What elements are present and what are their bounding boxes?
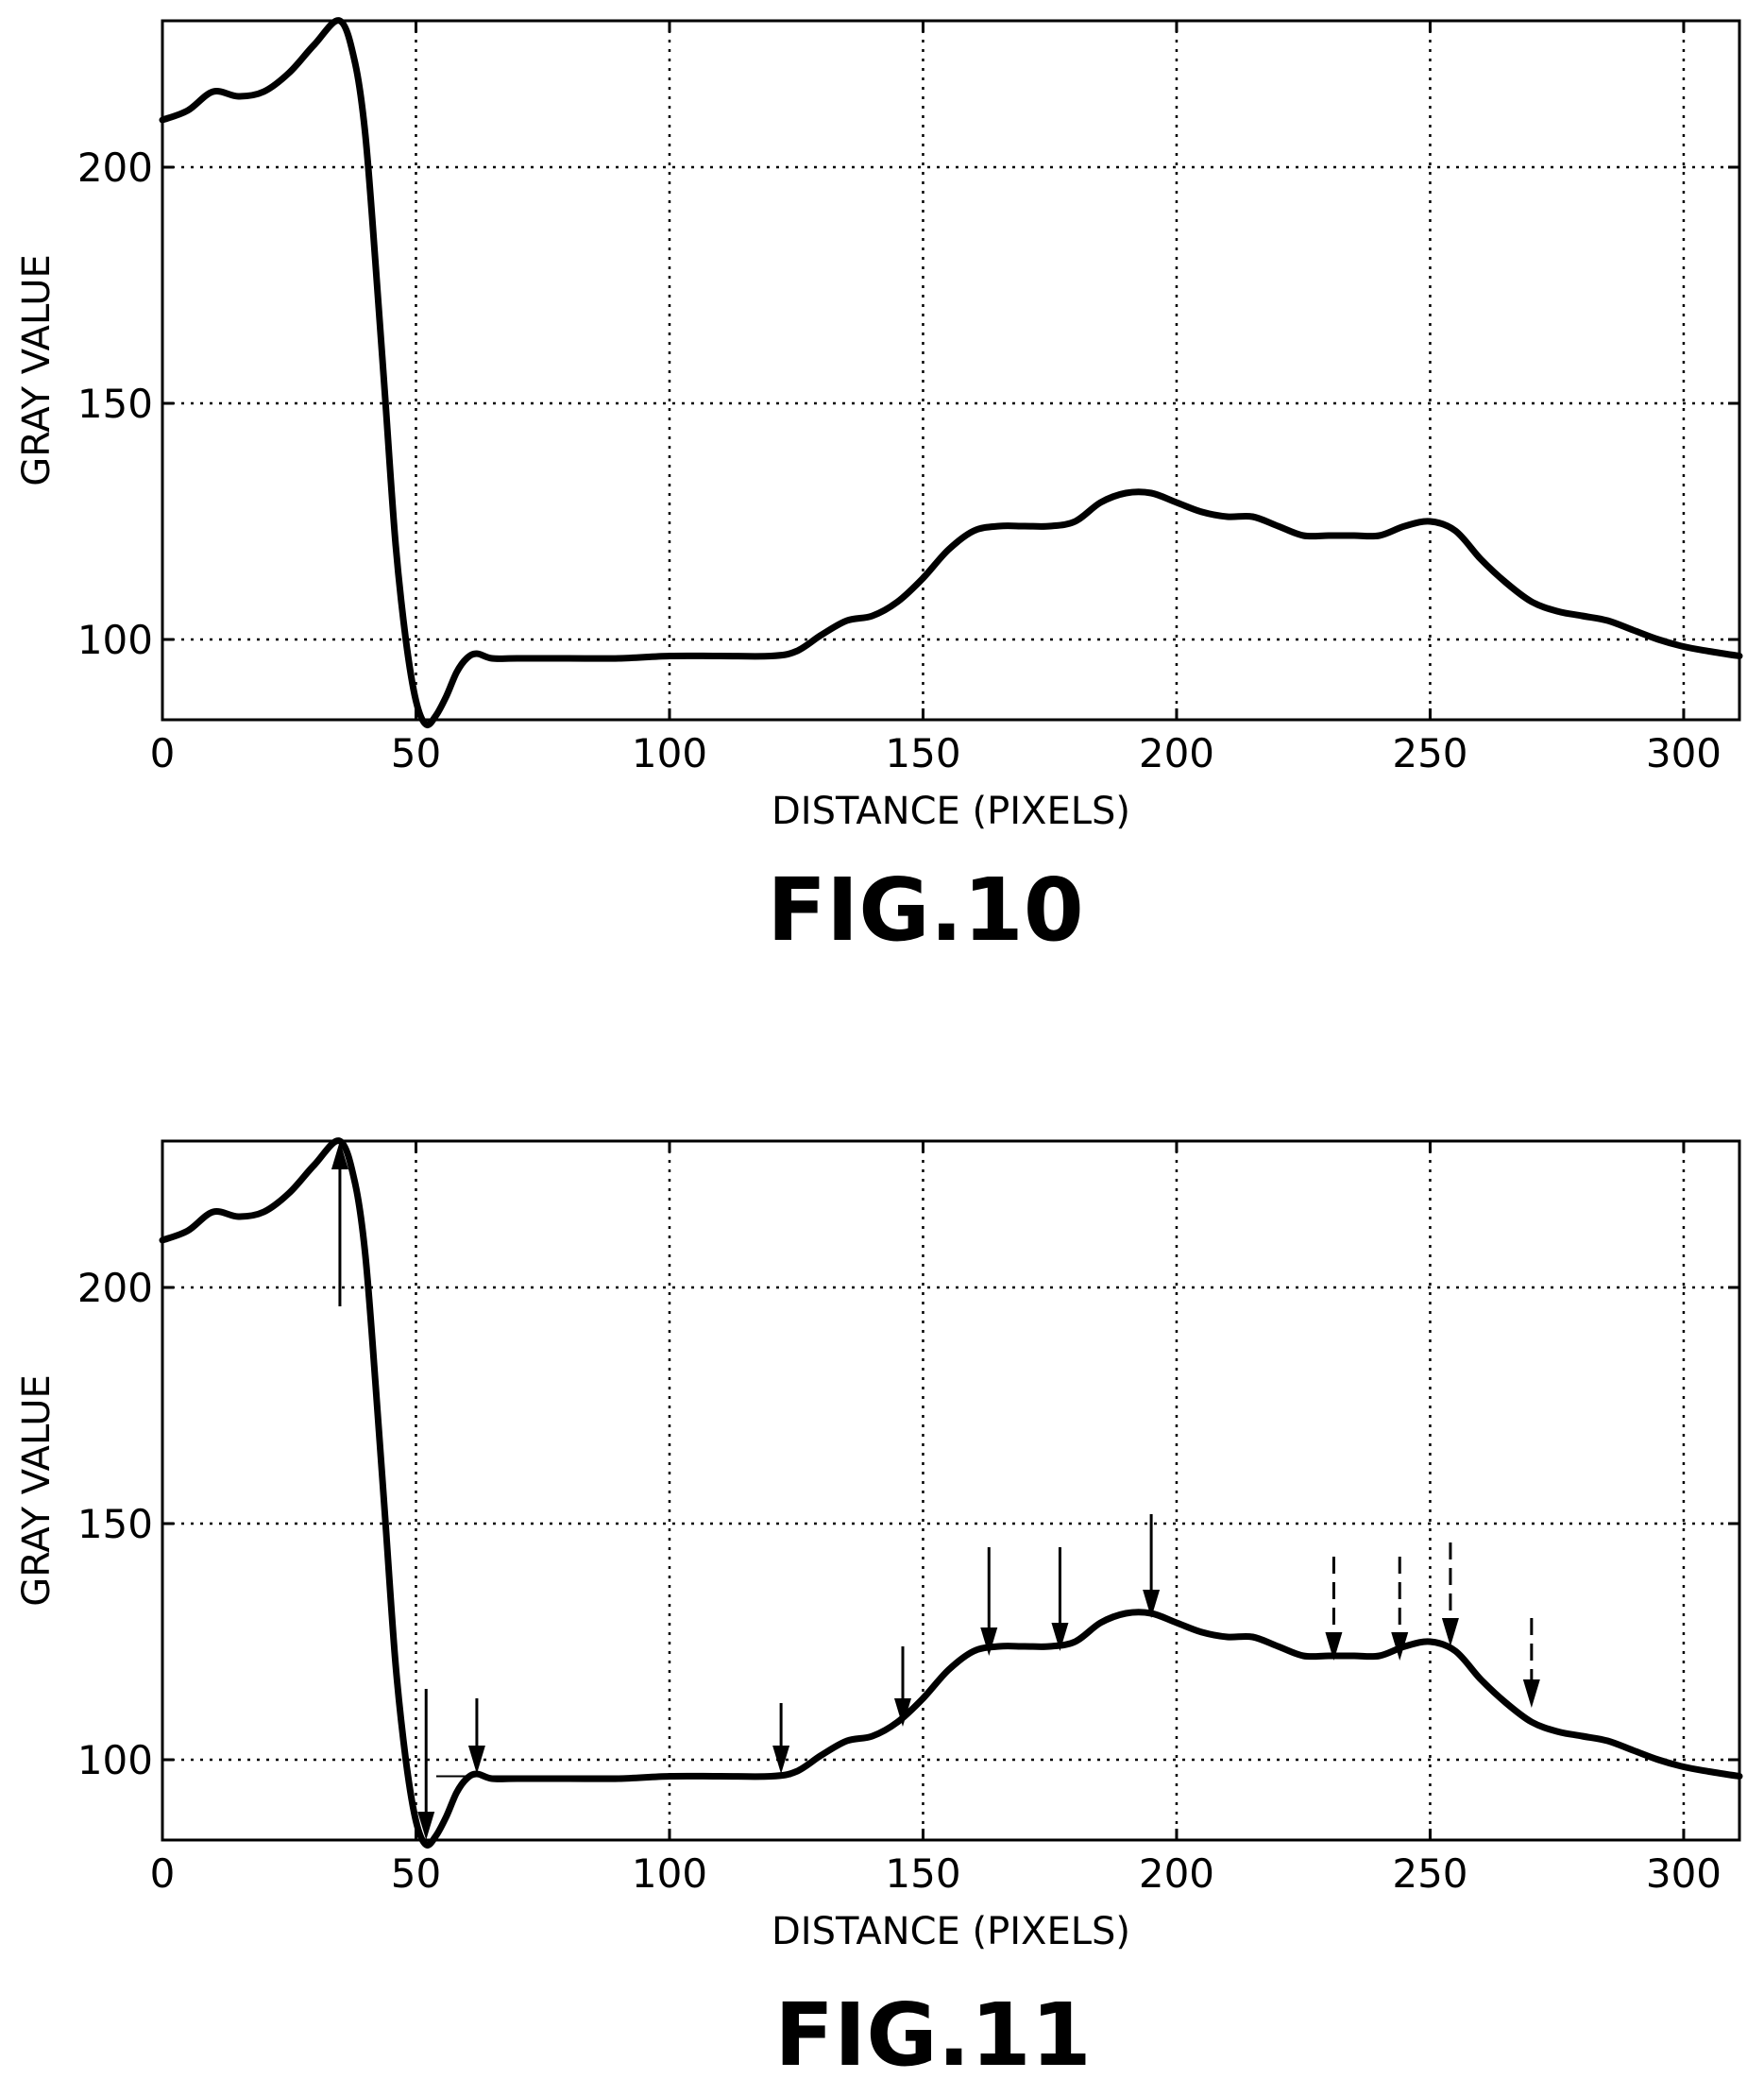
arrow-head bbox=[1325, 1632, 1343, 1661]
series-line bbox=[159, 17, 1743, 728]
x-tick-label: 250 bbox=[1392, 730, 1467, 776]
x-tick-label: 200 bbox=[1139, 730, 1214, 776]
feature-arrow bbox=[1325, 1557, 1343, 1661]
feature-arrow bbox=[1391, 1557, 1409, 1661]
arrow-head bbox=[331, 1141, 348, 1169]
x-tick-label: 50 bbox=[391, 1850, 441, 1897]
tick-labels: 0 50 100 150 200 250 300 100 150 200 bbox=[77, 145, 1722, 776]
feature-arrow bbox=[772, 1703, 790, 1774]
figure-label: FIG.10 bbox=[767, 860, 1084, 961]
plot-frame bbox=[161, 19, 1741, 722]
arrow-head bbox=[467, 1746, 485, 1774]
plot-frame bbox=[161, 1139, 1741, 1842]
series-line bbox=[159, 1137, 1743, 1849]
y-axis-label: GRAY VALUE bbox=[15, 1374, 59, 1607]
x-axis-label: DISTANCE (PIXELS) bbox=[772, 790, 1130, 833]
x-tick-label: 0 bbox=[150, 1850, 176, 1897]
tick-marks bbox=[161, 21, 1739, 720]
y-axis-label: GRAY VALUE bbox=[15, 254, 59, 486]
x-tick-label: 100 bbox=[632, 1850, 707, 1897]
y-tick-label: 200 bbox=[77, 1265, 153, 1311]
feature-arrows bbox=[331, 1141, 1540, 1840]
arrow-head bbox=[893, 1698, 911, 1727]
feature-arrow bbox=[331, 1141, 348, 1306]
feature-arrow bbox=[1051, 1547, 1069, 1651]
y-tick-label: 200 bbox=[77, 145, 153, 191]
feature-arrow bbox=[467, 1698, 485, 1774]
y-tick-label: 150 bbox=[77, 1501, 153, 1547]
chart-fig10: 0 50 100 150 200 250 300 100 150 200 DISTANCE (PI… bbox=[15, 17, 1743, 961]
feature-arrow bbox=[893, 1646, 911, 1727]
arrow-head bbox=[417, 1812, 435, 1840]
x-tick-label: 150 bbox=[885, 1850, 960, 1897]
arrow-head bbox=[980, 1627, 998, 1656]
x-tick-label: 300 bbox=[1646, 730, 1722, 776]
x-tick-label: 300 bbox=[1646, 1850, 1722, 1897]
x-tick-label: 50 bbox=[391, 730, 441, 776]
feature-arrow bbox=[1522, 1618, 1540, 1708]
x-tick-label: 100 bbox=[632, 730, 707, 776]
x-tick-label: 200 bbox=[1139, 1850, 1214, 1897]
x-tick-label: 250 bbox=[1392, 1850, 1467, 1897]
y-tick-label: 100 bbox=[77, 617, 153, 663]
arrow-head bbox=[1441, 1618, 1459, 1646]
x-axis-label: DISTANCE (PIXELS) bbox=[772, 1910, 1130, 1953]
y-tick-label: 100 bbox=[77, 1737, 153, 1783]
y-tick-label: 150 bbox=[77, 381, 153, 427]
arrow-head bbox=[1051, 1623, 1069, 1651]
chart-fig11: 0 50 100 150 200 250 300 100 150 200 DISTANCE (PI… bbox=[15, 1137, 1743, 2079]
grid bbox=[162, 21, 1739, 720]
grid bbox=[162, 1141, 1739, 1840]
feature-arrow bbox=[980, 1547, 998, 1656]
arrow-head bbox=[772, 1746, 790, 1774]
arrow-head bbox=[1143, 1590, 1161, 1618]
arrow-head bbox=[1391, 1632, 1409, 1661]
x-tick-label: 150 bbox=[885, 730, 960, 776]
arrow-head bbox=[1522, 1679, 1540, 1708]
feature-arrow bbox=[1441, 1542, 1459, 1646]
figure-label: FIG.11 bbox=[774, 1985, 1092, 2079]
tick-labels: 0 50 100 150 200 250 300 100 150 200 bbox=[77, 1265, 1722, 1897]
x-tick-label: 0 bbox=[150, 730, 176, 776]
feature-arrow bbox=[417, 1689, 435, 1840]
tick-marks bbox=[161, 1141, 1739, 1840]
feature-arrow bbox=[1143, 1514, 1161, 1618]
